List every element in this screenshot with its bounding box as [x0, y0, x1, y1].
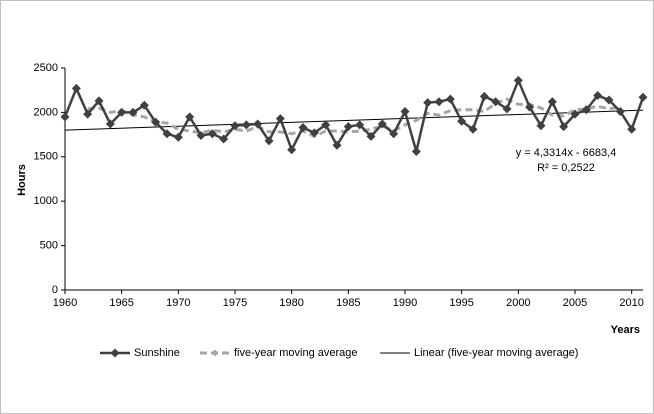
trend-equation: y = 4,3314x - 6683,4	[516, 147, 617, 159]
x-axis-label: Years	[611, 324, 640, 336]
data-point	[105, 119, 115, 129]
data-point	[366, 131, 376, 141]
data-point	[581, 105, 591, 115]
legend-label: Linear (five-year moving average)	[414, 347, 578, 359]
data-point	[128, 107, 138, 117]
data-point	[445, 94, 455, 104]
x-tick-label: 2010	[619, 297, 643, 309]
data-point	[547, 97, 557, 107]
data-point	[117, 107, 127, 117]
data-point	[355, 120, 365, 130]
data-point	[536, 121, 546, 131]
data-point	[423, 98, 433, 108]
data-point	[60, 112, 70, 122]
y-tick-label: 2500	[34, 62, 58, 74]
x-tick-label: 1980	[279, 297, 303, 309]
data-point	[298, 122, 308, 132]
x-tick-label: 1960	[53, 297, 77, 309]
legend-label: five-year moving average	[234, 347, 358, 359]
data-point	[241, 120, 251, 130]
data-point	[185, 112, 195, 122]
data-point	[615, 107, 625, 117]
data-point	[411, 146, 421, 156]
y-tick-label: 1000	[34, 195, 58, 207]
legend-label: Sunshine	[134, 347, 180, 359]
data-point	[139, 100, 149, 110]
data-point	[264, 136, 274, 146]
x-tick-label: 1990	[393, 297, 417, 309]
x-tick-label: 1985	[336, 297, 360, 309]
data-point	[219, 134, 229, 144]
series-line	[63, 79, 645, 153]
data-point	[593, 91, 603, 101]
data-point	[502, 104, 512, 114]
data-point	[321, 120, 331, 130]
data-point	[638, 92, 648, 102]
data-point	[253, 119, 263, 129]
x-tick-label: 2005	[563, 297, 587, 309]
x-tick-label: 1975	[223, 297, 247, 309]
data-point	[287, 145, 297, 155]
data-point	[71, 83, 81, 93]
data-point	[513, 75, 523, 85]
y-tick-label: 1500	[34, 151, 58, 163]
data-point	[389, 129, 399, 139]
data-point	[230, 121, 240, 131]
legend-marker	[211, 349, 219, 357]
legend-marker	[110, 348, 120, 358]
data-point	[173, 132, 183, 142]
data-point	[332, 140, 342, 150]
data-point	[604, 95, 614, 105]
data-point	[434, 97, 444, 107]
data-point	[207, 129, 217, 139]
data-point	[457, 116, 467, 126]
x-tick-label: 1970	[166, 297, 190, 309]
data-point	[275, 114, 285, 124]
data-point	[627, 124, 637, 134]
data-point	[479, 91, 489, 101]
data-point	[468, 124, 478, 134]
data-point	[151, 117, 161, 127]
data-point	[559, 122, 569, 132]
x-tick-label: 2000	[506, 297, 530, 309]
data-point	[377, 119, 387, 129]
y-tick-label: 0	[52, 284, 58, 296]
data-point	[196, 130, 206, 140]
data-point	[162, 129, 172, 139]
y-axis-label: Hours	[16, 164, 28, 196]
data-point	[491, 97, 501, 107]
trend-r-squared: R² = 0,2522	[537, 162, 595, 174]
data-point	[83, 109, 93, 119]
data-point	[400, 107, 410, 117]
x-tick-label: 1965	[109, 297, 133, 309]
x-tick-label: 1995	[449, 297, 473, 309]
y-tick-label: 2000	[34, 106, 58, 118]
data-point	[343, 122, 353, 132]
data-point	[94, 96, 104, 106]
data-point	[309, 128, 319, 138]
data-point	[525, 102, 535, 112]
data-point	[570, 109, 580, 119]
y-tick-label: 500	[40, 240, 58, 252]
